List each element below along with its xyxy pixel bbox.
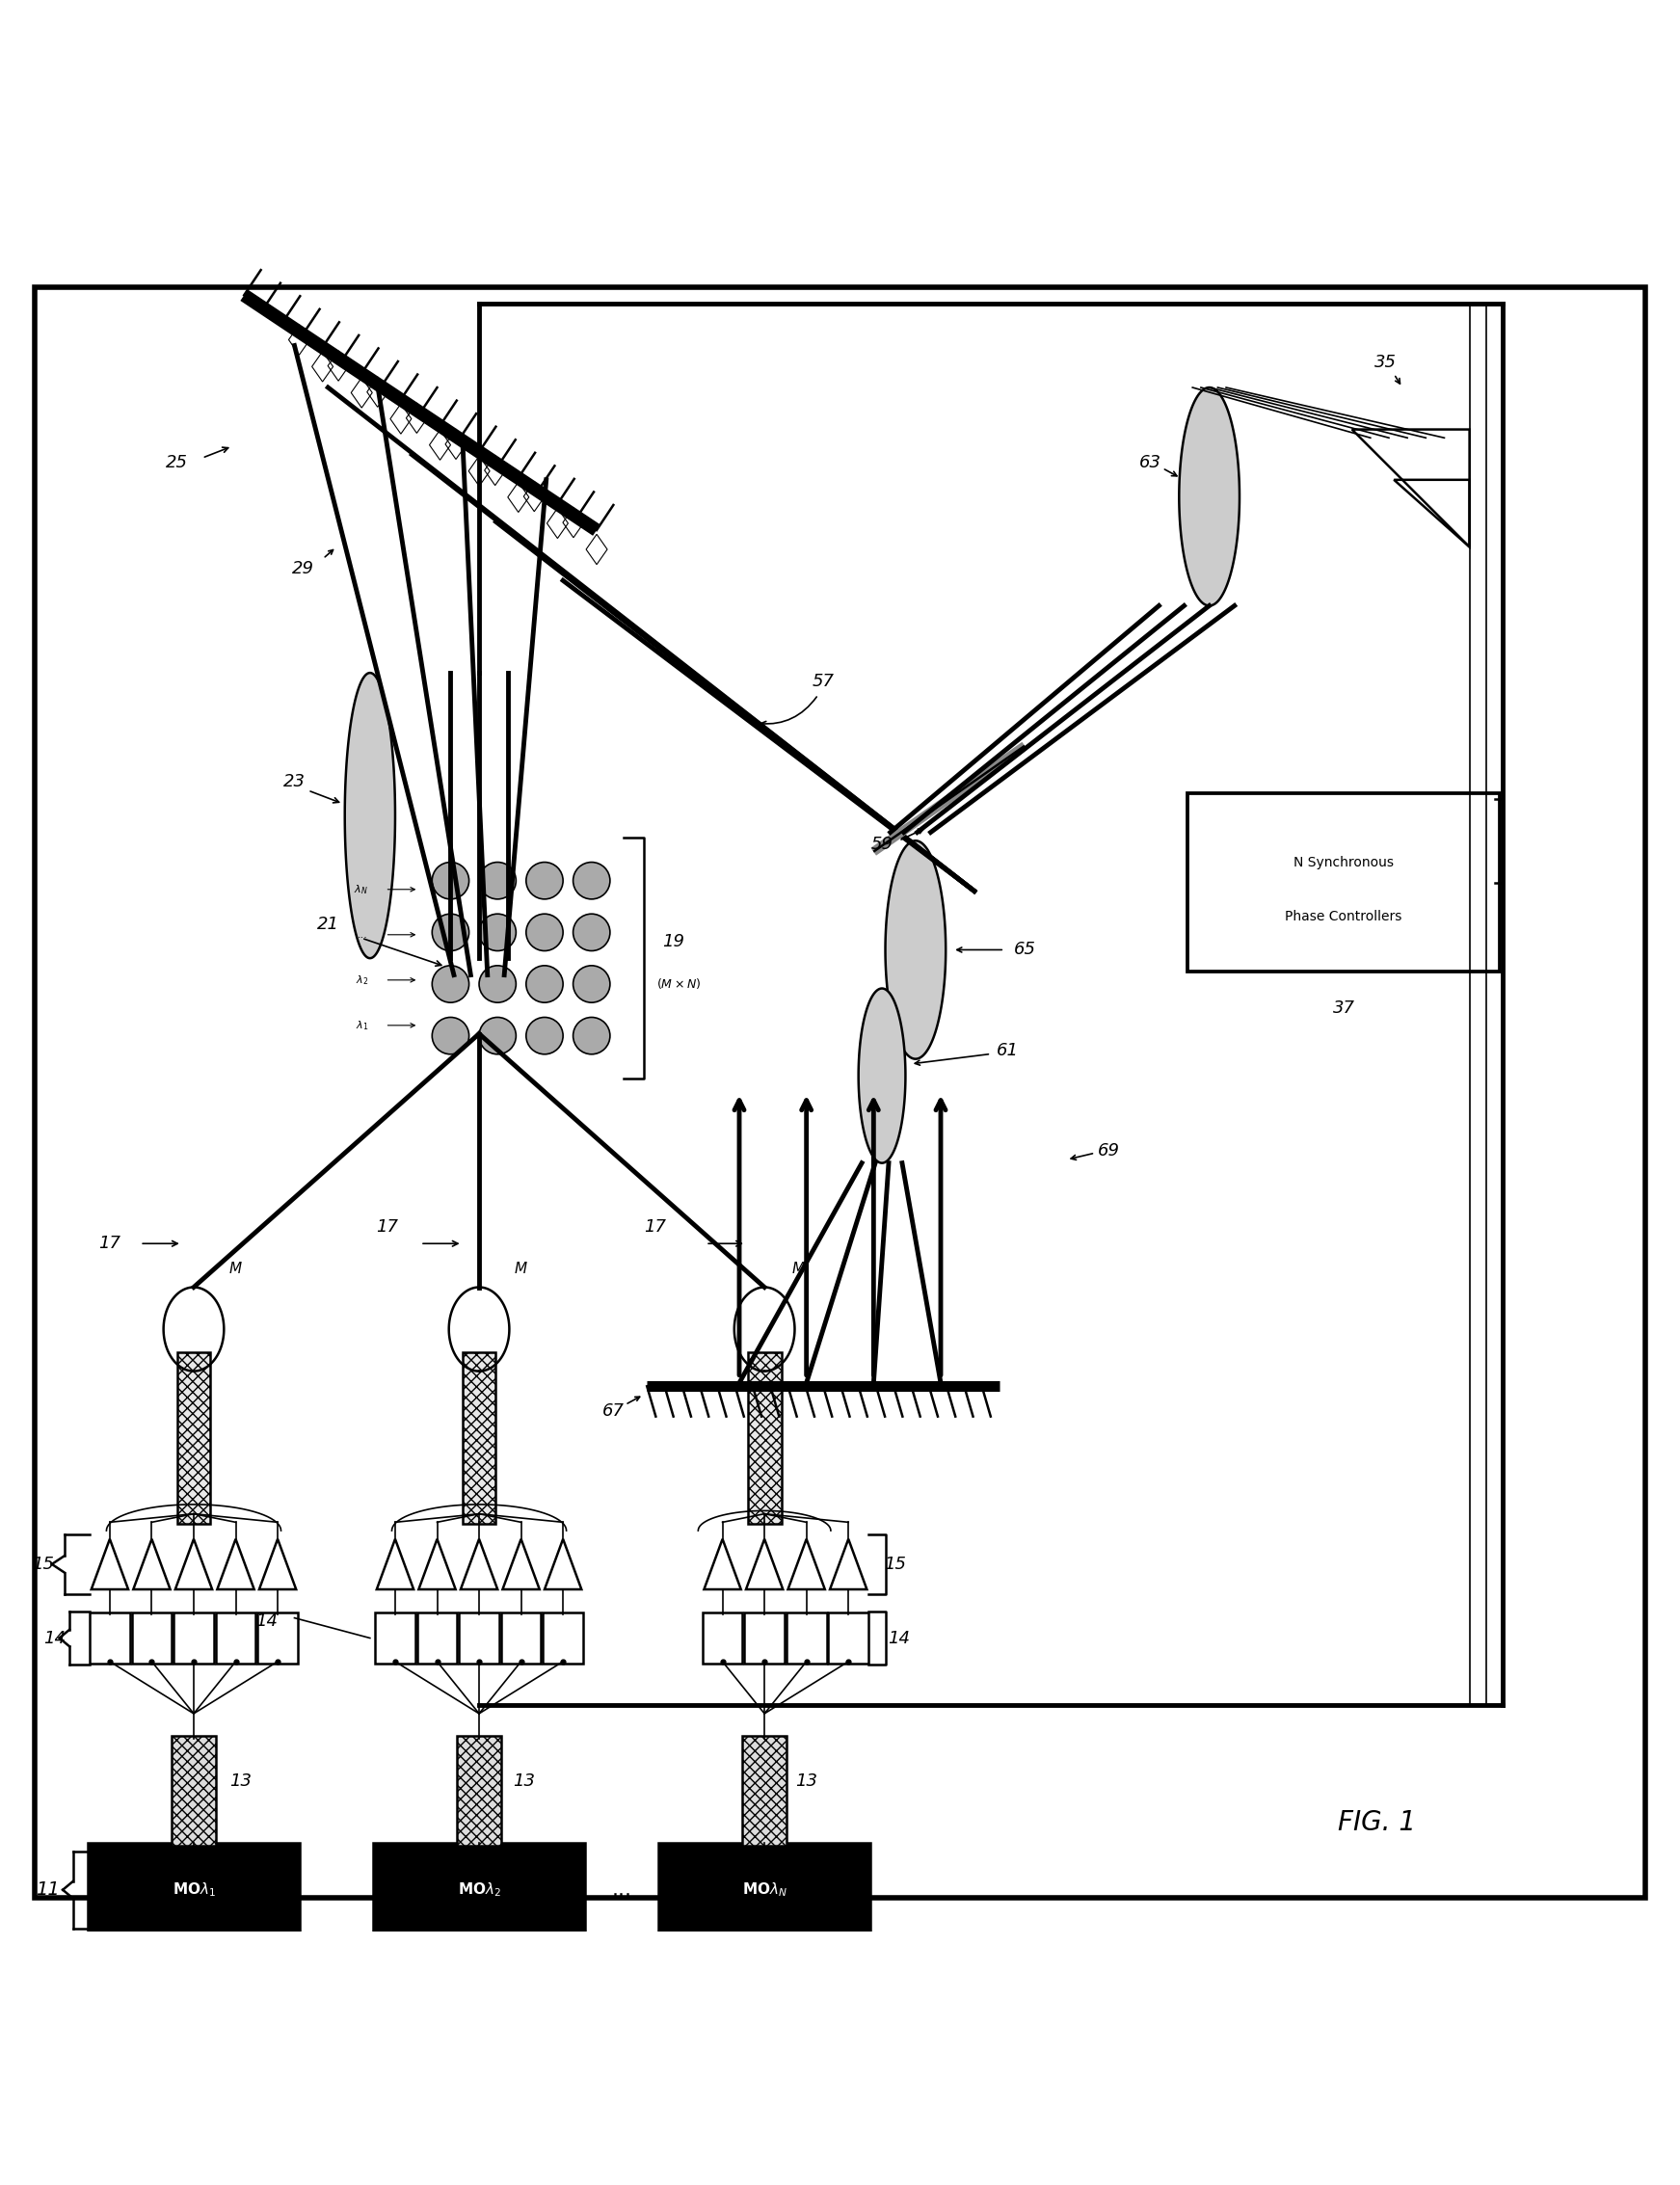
Ellipse shape (432, 966, 469, 1003)
Ellipse shape (479, 1018, 516, 1053)
Polygon shape (1179, 387, 1240, 605)
Ellipse shape (573, 1018, 610, 1053)
Text: Phase Controllers: Phase Controllers (1285, 909, 1403, 922)
Text: 59: 59 (870, 835, 894, 852)
FancyBboxPatch shape (659, 1842, 870, 1936)
FancyBboxPatch shape (375, 1613, 415, 1663)
Text: 57: 57 (811, 673, 835, 690)
FancyBboxPatch shape (743, 1735, 786, 1846)
Text: 37: 37 (1332, 1001, 1354, 1018)
Ellipse shape (479, 913, 516, 950)
FancyBboxPatch shape (373, 1842, 585, 1936)
Text: 17: 17 (643, 1217, 667, 1235)
FancyBboxPatch shape (1188, 793, 1500, 972)
Ellipse shape (526, 966, 563, 1003)
Text: 35: 35 (1374, 354, 1396, 371)
Polygon shape (885, 841, 946, 1060)
Text: MO$\lambda_2$: MO$\lambda_2$ (457, 1881, 501, 1899)
Text: 21: 21 (318, 916, 339, 933)
Text: M: M (230, 1261, 242, 1276)
Text: $(M \times N)$: $(M \times N)$ (657, 977, 701, 990)
Ellipse shape (526, 913, 563, 950)
Text: 15: 15 (32, 1556, 54, 1573)
Polygon shape (858, 988, 906, 1162)
FancyBboxPatch shape (89, 1613, 129, 1663)
FancyBboxPatch shape (702, 1613, 743, 1663)
FancyBboxPatch shape (215, 1613, 255, 1663)
FancyBboxPatch shape (173, 1613, 213, 1663)
FancyBboxPatch shape (748, 1353, 781, 1523)
Text: 14: 14 (44, 1630, 66, 1647)
Text: FIG. 1: FIG. 1 (1339, 1809, 1416, 1835)
FancyBboxPatch shape (459, 1613, 499, 1663)
Text: 11: 11 (35, 1881, 59, 1899)
Text: 17: 17 (99, 1235, 121, 1252)
Text: 65: 65 (1013, 942, 1037, 959)
Text: $\lambda_N$: $\lambda_N$ (354, 883, 368, 896)
Text: 67: 67 (603, 1403, 625, 1420)
Text: 63: 63 (1139, 454, 1161, 472)
Ellipse shape (573, 966, 610, 1003)
Ellipse shape (526, 1018, 563, 1053)
FancyBboxPatch shape (828, 1613, 869, 1663)
Ellipse shape (573, 913, 610, 950)
Text: N Synchronous: N Synchronous (1294, 857, 1394, 870)
Ellipse shape (432, 913, 469, 950)
Text: ...: ... (358, 931, 368, 940)
Ellipse shape (479, 966, 516, 1003)
Polygon shape (344, 673, 395, 959)
Text: 29: 29 (292, 559, 314, 577)
Text: $\lambda_2$: $\lambda_2$ (356, 972, 368, 988)
Text: 69: 69 (1097, 1143, 1119, 1160)
Text: 15: 15 (884, 1556, 907, 1573)
Ellipse shape (432, 863, 469, 898)
Ellipse shape (432, 1018, 469, 1053)
FancyBboxPatch shape (744, 1613, 785, 1663)
Text: ...: ... (612, 1881, 632, 1899)
Text: 23: 23 (284, 773, 306, 791)
FancyBboxPatch shape (176, 1353, 210, 1523)
FancyBboxPatch shape (462, 1353, 496, 1523)
FancyBboxPatch shape (87, 1842, 299, 1936)
FancyBboxPatch shape (257, 1613, 297, 1663)
Text: 25: 25 (166, 454, 188, 472)
FancyBboxPatch shape (171, 1735, 215, 1846)
FancyBboxPatch shape (786, 1613, 827, 1663)
Text: $\lambda_1$: $\lambda_1$ (356, 1018, 368, 1031)
Ellipse shape (479, 863, 516, 898)
FancyBboxPatch shape (457, 1735, 501, 1846)
Text: 14: 14 (887, 1630, 911, 1647)
Text: M: M (791, 1261, 805, 1276)
FancyBboxPatch shape (501, 1613, 541, 1663)
FancyBboxPatch shape (417, 1613, 457, 1663)
Text: MO$\lambda_N$: MO$\lambda_N$ (743, 1881, 786, 1899)
FancyBboxPatch shape (543, 1613, 583, 1663)
FancyBboxPatch shape (131, 1613, 171, 1663)
Text: M: M (514, 1261, 528, 1276)
Text: 13: 13 (795, 1772, 818, 1790)
Text: 13: 13 (230, 1772, 252, 1790)
Text: 13: 13 (514, 1772, 536, 1790)
Text: 19: 19 (662, 933, 685, 950)
Text: MO$\lambda_1$: MO$\lambda_1$ (171, 1881, 215, 1899)
Text: 61: 61 (996, 1042, 1020, 1060)
Text: 14: 14 (255, 1613, 277, 1630)
Text: 17: 17 (376, 1217, 398, 1235)
Ellipse shape (526, 863, 563, 898)
Ellipse shape (573, 863, 610, 898)
